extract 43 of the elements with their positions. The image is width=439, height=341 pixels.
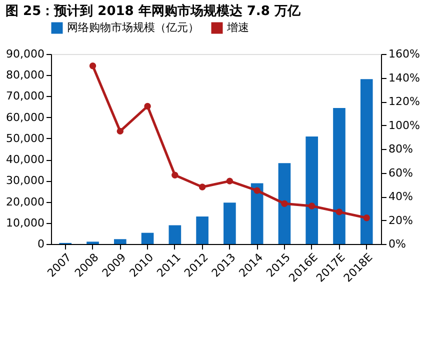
- point: [308, 202, 316, 210]
- bar: [141, 232, 154, 244]
- y-tick-label: 20,000: [6, 195, 44, 208]
- y-tick-label: 30,000: [6, 174, 44, 188]
- bar: [224, 202, 236, 244]
- y-tick-label: 10,000: [6, 216, 44, 230]
- y2-tick-label: 40%: [388, 190, 413, 203]
- y2-tick-label: 140%: [388, 71, 420, 84]
- legend-label: 增速: [226, 21, 249, 34]
- bar: [196, 216, 208, 244]
- y-tick-label: 40,000: [6, 153, 44, 166]
- point: [89, 62, 96, 70]
- y2-tick-label: 60%: [388, 166, 413, 180]
- y2-tick-label: 160%: [388, 48, 420, 60]
- legend-label: 网络购物市场规模（亿元）: [67, 21, 199, 34]
- chart-title: 图 25：预计到 2018 年网购市场规模达 7.8 万亿: [6, 3, 302, 19]
- point: [226, 178, 234, 184]
- point: [172, 172, 178, 178]
- point: [198, 184, 206, 190]
- point: [363, 214, 370, 222]
- bar: [333, 108, 346, 244]
- point: [116, 128, 124, 135]
- point: [336, 208, 343, 216]
- y-tick-label: 50,000: [6, 132, 44, 145]
- y2-tick-label: 20%: [388, 214, 413, 227]
- y2-tick-label: 120%: [388, 95, 420, 108]
- y2-tick-label: 100%: [388, 118, 420, 132]
- y-tick-label: 90,000: [6, 48, 44, 60]
- y2-tick-label: 80%: [388, 142, 413, 156]
- y2-tick-label: 0%: [388, 238, 406, 250]
- y-tick-label: 80,000: [6, 68, 44, 82]
- point: [144, 102, 151, 110]
- y-tick-label: 0: [38, 238, 44, 250]
- bar: [114, 239, 126, 244]
- point: [254, 187, 260, 194]
- bar: [360, 79, 373, 244]
- bar: [168, 225, 182, 244]
- bar: [250, 183, 264, 244]
- bar: [306, 136, 318, 244]
- y-tick-label: 70,000: [6, 90, 44, 103]
- y-tick-label: 60,000: [6, 110, 44, 124]
- point: [281, 200, 288, 207]
- bar: [278, 163, 291, 244]
